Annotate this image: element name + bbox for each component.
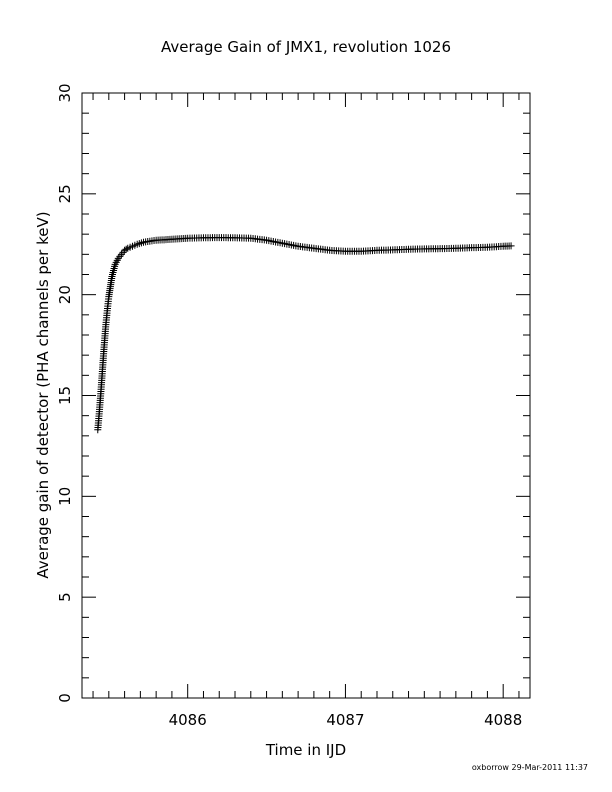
x-axis-label: Time in IJD — [265, 741, 346, 759]
y-tick-label: 0 — [56, 693, 74, 703]
y-tick-label: 25 — [56, 184, 74, 203]
x-tick-label: 4088 — [484, 711, 522, 729]
chart-title: Average Gain of JMX1, revolution 1026 — [161, 38, 451, 56]
tick-labels: 4086 4087 4088 0 5 10 15 20 25 30 — [56, 83, 522, 729]
footer-credit: oxborrow 29-Mar-2011 11:37 — [472, 763, 588, 772]
plot-frame — [81, 92, 531, 699]
data-point — [122, 245, 130, 253]
y-tick-label: 10 — [56, 487, 74, 506]
y-axis-label: Average gain of detector (PHA channels p… — [34, 211, 52, 578]
data-series — [94, 234, 515, 434]
x-tick-label: 4086 — [169, 711, 207, 729]
y-tick-label: 20 — [56, 285, 74, 304]
x-tick-label: 4087 — [326, 711, 364, 729]
y-tick-label: 15 — [56, 386, 74, 405]
data-point — [507, 242, 515, 250]
y-tick-label: 30 — [56, 83, 74, 102]
axis-ticks — [82, 92, 530, 699]
y-tick-label: 5 — [56, 592, 74, 602]
